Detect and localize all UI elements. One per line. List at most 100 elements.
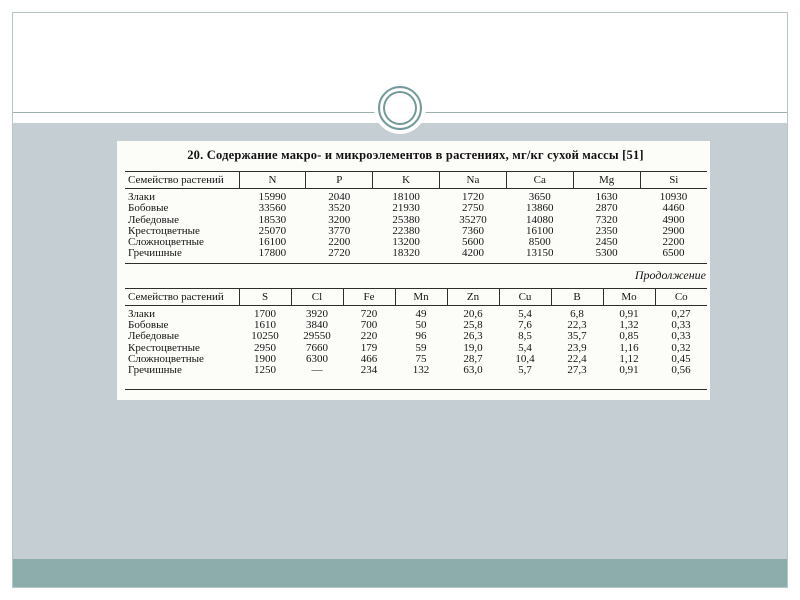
table-cell: 25070	[258, 225, 287, 237]
table-cell: 2900	[662, 225, 685, 237]
column-header: Cl	[290, 287, 343, 306]
table-cell: Крестоцветные	[128, 225, 200, 237]
table-cell: 466	[360, 353, 378, 365]
table-row: Гречишные 17800 2720 18320 4200 13150 5300 6500	[125, 248, 707, 263]
column-header: Mg	[572, 171, 641, 189]
table-cell: 23,9	[567, 342, 587, 354]
table-cell: 18530	[258, 214, 287, 226]
microelements-table: Семейство растений S Cl Fe Mn Zn Cu B Mo Co Злаки 1…	[125, 287, 707, 390]
table-cell: 10250	[251, 331, 279, 343]
table-cell: 22,3	[567, 320, 587, 332]
table-cell: 20,6	[463, 307, 483, 320]
table-cell: 16100	[526, 225, 554, 237]
table-cell: 10,4	[515, 353, 535, 365]
table-cell: 3920	[306, 307, 328, 320]
column-header: Mn	[394, 287, 447, 306]
column-header: Fe	[342, 287, 395, 306]
table-cell: 21930	[392, 203, 420, 215]
table-cell: 0,45	[671, 353, 691, 365]
table-cell: Лебедовые	[128, 214, 180, 226]
slide-content-area: 20. Содержание макро- и микроэлементов в…	[13, 123, 787, 559]
table-cell: 13150	[526, 248, 554, 260]
table-cell: 1900	[254, 353, 276, 365]
table-row: Гречишные 1250 — 234 132 63,0 5,7 27,3 0,91 0,56	[125, 365, 707, 389]
table-cell: 22380	[392, 225, 420, 237]
table-cell: 6300	[306, 353, 328, 365]
table-cell: 1630	[595, 191, 618, 203]
table-cell: 5,4	[518, 307, 532, 320]
continuation-label: Продолжение	[634, 267, 706, 282]
table-cell: 132	[412, 365, 430, 377]
table-cell: Сложноцветные	[128, 237, 204, 249]
table-cell: 96	[415, 331, 427, 343]
table-cell: 2750	[461, 203, 484, 215]
table-cell: 7660	[306, 342, 328, 354]
table-cell: 2350	[595, 225, 618, 237]
table-cell: 1250	[254, 365, 276, 377]
table-cell: 29550	[303, 331, 331, 343]
table-cell: Злаки	[128, 191, 155, 203]
table-cell: —	[311, 365, 323, 377]
table-cell: Гречишные	[128, 248, 182, 260]
header-row: Семейство растений S Cl Fe Mn Zn Cu B Mo Co	[125, 287, 707, 306]
table-cell: Крестоцветные	[128, 342, 200, 354]
table-cell: 28,7	[463, 353, 483, 365]
table-row: Злаки 1700 3920 720 49 20,6 5,4 6,8 0,91 0,27	[125, 305, 707, 320]
table-cell: 220	[360, 331, 378, 343]
table-cell: 2040	[328, 191, 351, 203]
table-cell: 14080	[526, 214, 554, 226]
table-row: Сложноцветные 1900 6300 466 75 28,7 10,4 22,4 1,…	[125, 354, 707, 365]
table-cell: 1,12	[619, 353, 639, 365]
table-cell: 4460	[662, 203, 685, 215]
column-header: Si	[639, 171, 707, 189]
table-cell: 49	[415, 307, 427, 320]
table-cell: 0,91	[619, 365, 639, 377]
macroelements-table: Семейство растений N P K Na Ca Mg Si Злаки 15990 2…	[125, 171, 707, 264]
table-cell: 22,4	[567, 353, 587, 365]
table-cell: 35270	[459, 214, 487, 226]
column-header: N	[238, 171, 306, 189]
table-cell: 0,32	[671, 342, 691, 354]
table-cell: 18100	[392, 191, 420, 203]
table-cell: Бобовые	[128, 203, 169, 215]
table-cell: 1,32	[619, 320, 639, 332]
table-cell: 0,27	[671, 307, 691, 320]
table-cell: 720	[360, 307, 378, 320]
table-row: Сложноцветные 16100 2200 13200 5600 8500 2450 2…	[125, 237, 707, 248]
table-cell: 0,56	[671, 365, 691, 377]
table-cell: 5600	[461, 237, 484, 249]
table-cell: 75	[415, 353, 427, 365]
table-cell: 15990	[258, 191, 287, 203]
table-cell: 3840	[306, 320, 328, 332]
table-cell: Сложноцветные	[128, 353, 204, 365]
table-cell: 10930	[659, 191, 688, 203]
column-header: Mo	[602, 287, 655, 306]
table-row: Крестоцветные 25070 3770 22380 7360 16100 2350…	[125, 226, 707, 237]
table-cell: 7360	[461, 225, 484, 237]
table-cell: 2450	[595, 237, 618, 249]
table-cell: 3650	[528, 191, 551, 203]
table-cell: 0,33	[671, 320, 691, 332]
table-cell: 5300	[595, 248, 618, 260]
table-cell: 27,3	[567, 365, 587, 377]
table-cell: 4900	[662, 214, 685, 226]
table-cell: 26,3	[463, 331, 483, 343]
column-header: Na	[439, 171, 507, 189]
column-header: Семейство растений	[125, 171, 239, 189]
column-header: K	[372, 171, 440, 189]
table-row: Лебедовые 18530 3200 25380 35270 14080 7320 490…	[125, 215, 707, 226]
table-cell: 179	[360, 342, 378, 354]
table-cell: 3770	[328, 225, 351, 237]
table-cell: Бобовые	[128, 320, 169, 332]
table-cell: 8500	[528, 237, 551, 249]
table-cell: 5,7	[518, 365, 532, 377]
table-cell: 16100	[258, 237, 287, 249]
table-cell: 6500	[662, 248, 685, 260]
table-cell: 13860	[526, 203, 554, 215]
table-cell: 7320	[595, 214, 618, 226]
table-cell: 3200	[328, 214, 351, 226]
table-cell: 33560	[258, 203, 287, 215]
table-cell: 4200	[461, 248, 484, 260]
table-cell: 2200	[662, 237, 685, 249]
